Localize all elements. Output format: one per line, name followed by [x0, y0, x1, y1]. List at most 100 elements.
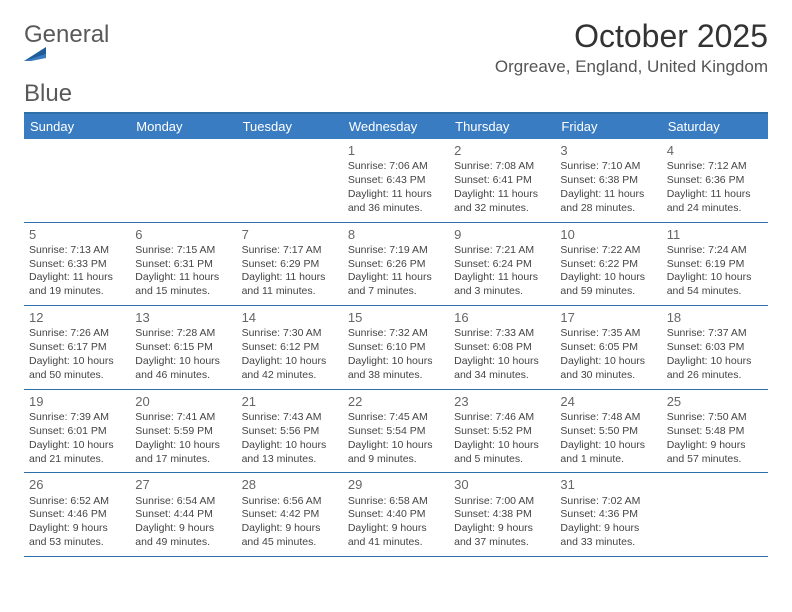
- day-header: Friday: [555, 114, 661, 139]
- daylight-line: Daylight: 11 hours and 32 minutes.: [454, 188, 550, 216]
- calendar-cell: 22Sunrise: 7:45 AMSunset: 5:54 PMDayligh…: [343, 390, 449, 473]
- calendar-cell: 9Sunrise: 7:21 AMSunset: 6:24 PMDaylight…: [449, 223, 555, 306]
- daylight-line: Daylight: 10 hours and 9 minutes.: [348, 439, 444, 467]
- daylight-line: Daylight: 10 hours and 26 minutes.: [667, 355, 763, 383]
- title-block: October 2025 Orgreave, England, United K…: [495, 18, 768, 77]
- calendar-week: 12Sunrise: 7:26 AMSunset: 6:17 PMDayligh…: [24, 306, 768, 390]
- day-number: 2: [454, 142, 550, 159]
- calendar-cell: 30Sunrise: 7:00 AMSunset: 4:38 PMDayligh…: [449, 473, 555, 556]
- day-number: 10: [560, 226, 656, 243]
- logo-text-general: General: [24, 21, 109, 48]
- sunrise-line: Sunrise: 7:32 AM: [348, 327, 444, 341]
- calendar-cell: 2Sunrise: 7:08 AMSunset: 6:41 PMDaylight…: [449, 139, 555, 222]
- sunrise-line: Sunrise: 7:22 AM: [560, 244, 656, 258]
- daylight-line: Daylight: 9 hours and 53 minutes.: [29, 522, 125, 550]
- day-header: Thursday: [449, 114, 555, 139]
- sunrise-line: Sunrise: 7:48 AM: [560, 411, 656, 425]
- day-number: 26: [29, 476, 125, 493]
- day-number: 3: [560, 142, 656, 159]
- sunrise-line: Sunrise: 7:41 AM: [135, 411, 231, 425]
- day-number: 31: [560, 476, 656, 493]
- calendar-cell: 20Sunrise: 7:41 AMSunset: 5:59 PMDayligh…: [130, 390, 236, 473]
- sunrise-line: Sunrise: 7:13 AM: [29, 244, 125, 258]
- sunset-line: Sunset: 5:54 PM: [348, 425, 444, 439]
- day-header: Monday: [130, 114, 236, 139]
- daylight-line: Daylight: 10 hours and 38 minutes.: [348, 355, 444, 383]
- daylight-line: Daylight: 10 hours and 50 minutes.: [29, 355, 125, 383]
- calendar-week: 5Sunrise: 7:13 AMSunset: 6:33 PMDaylight…: [24, 223, 768, 307]
- calendar-cell: 31Sunrise: 7:02 AMSunset: 4:36 PMDayligh…: [555, 473, 661, 556]
- daylight-line: Daylight: 9 hours and 57 minutes.: [667, 439, 763, 467]
- sunset-line: Sunset: 4:36 PM: [560, 508, 656, 522]
- day-number: 9: [454, 226, 550, 243]
- sunset-line: Sunset: 6:41 PM: [454, 174, 550, 188]
- daylight-line: Daylight: 9 hours and 41 minutes.: [348, 522, 444, 550]
- calendar-body: 1Sunrise: 7:06 AMSunset: 6:43 PMDaylight…: [24, 139, 768, 557]
- sunset-line: Sunset: 5:52 PM: [454, 425, 550, 439]
- calendar-cell: 12Sunrise: 7:26 AMSunset: 6:17 PMDayligh…: [24, 306, 130, 389]
- day-number: 7: [242, 226, 338, 243]
- day-number: 11: [667, 226, 763, 243]
- calendar-cell: 11Sunrise: 7:24 AMSunset: 6:19 PMDayligh…: [662, 223, 768, 306]
- sunrise-line: Sunrise: 6:58 AM: [348, 495, 444, 509]
- day-number: 21: [242, 393, 338, 410]
- sunset-line: Sunset: 6:43 PM: [348, 174, 444, 188]
- day-number: 16: [454, 309, 550, 326]
- day-header: Sunday: [24, 114, 130, 139]
- day-header: Wednesday: [343, 114, 449, 139]
- day-number: 18: [667, 309, 763, 326]
- sunset-line: Sunset: 4:46 PM: [29, 508, 125, 522]
- calendar-cell: 10Sunrise: 7:22 AMSunset: 6:22 PMDayligh…: [555, 223, 661, 306]
- calendar-week: 19Sunrise: 7:39 AMSunset: 6:01 PMDayligh…: [24, 390, 768, 474]
- day-number: 15: [348, 309, 444, 326]
- day-number: 17: [560, 309, 656, 326]
- calendar-cell: 4Sunrise: 7:12 AMSunset: 6:36 PMDaylight…: [662, 139, 768, 222]
- sunset-line: Sunset: 6:19 PM: [667, 258, 763, 272]
- sunrise-line: Sunrise: 7:30 AM: [242, 327, 338, 341]
- location: Orgreave, England, United Kingdom: [495, 57, 768, 77]
- sunset-line: Sunset: 6:38 PM: [560, 174, 656, 188]
- calendar-cell: 26 Sunrise: 6:52 AMSunset: 4:46 PMDayligh…: [24, 473, 130, 556]
- daylight-line: Daylight: 10 hours and 5 minutes.: [454, 439, 550, 467]
- sunset-line: Sunset: 6:33 PM: [29, 258, 125, 272]
- calendar-cell: 3Sunrise: 7:10 AMSunset: 6:38 PMDaylight…: [555, 139, 661, 222]
- logo-text: General Blue: [24, 24, 109, 106]
- day-number: 13: [135, 309, 231, 326]
- sunset-line: Sunset: 5:50 PM: [560, 425, 656, 439]
- sunset-line: Sunset: 6:03 PM: [667, 341, 763, 355]
- day-number: 8: [348, 226, 444, 243]
- calendar-cell: 29Sunrise: 6:58 AMSunset: 4:40 PMDayligh…: [343, 473, 449, 556]
- calendar-cell: 5Sunrise: 7:13 AMSunset: 6:33 PMDaylight…: [24, 223, 130, 306]
- calendar: SundayMondayTuesdayWednesdayThursdayFrid…: [24, 112, 768, 557]
- daylight-line: Daylight: 9 hours and 45 minutes.: [242, 522, 338, 550]
- daylight-line: Daylight: 10 hours and 42 minutes.: [242, 355, 338, 383]
- month-title: October 2025: [495, 18, 768, 55]
- daylight-line: Daylight: 9 hours and 33 minutes.: [560, 522, 656, 550]
- sunrise-line: Sunrise: 7:46 AM: [454, 411, 550, 425]
- sunset-line: Sunset: 5:56 PM: [242, 425, 338, 439]
- sunrise-line: Sunrise: 7:28 AM: [135, 327, 231, 341]
- logo-flag-icon: [24, 47, 109, 65]
- daylight-line: Daylight: 10 hours and 21 minutes.: [29, 439, 125, 467]
- sunset-line: Sunset: 5:48 PM: [667, 425, 763, 439]
- calendar-cell: 27Sunrise: 6:54 AMSunset: 4:44 PMDayligh…: [130, 473, 236, 556]
- daylight-line: Daylight: 11 hours and 15 minutes.: [135, 271, 231, 299]
- day-number: 22: [348, 393, 444, 410]
- sunrise-line: Sunrise: 7:10 AM: [560, 160, 656, 174]
- daylight-line: Daylight: 11 hours and 7 minutes.: [348, 271, 444, 299]
- calendar-cell: 17Sunrise: 7:35 AMSunset: 6:05 PMDayligh…: [555, 306, 661, 389]
- sunrise-line: Sunrise: 6:52 AM: [29, 495, 125, 509]
- calendar-header-row: SundayMondayTuesdayWednesdayThursdayFrid…: [24, 114, 768, 139]
- sunrise-line: Sunrise: 6:56 AM: [242, 495, 338, 509]
- daylight-line: Daylight: 9 hours and 37 minutes.: [454, 522, 550, 550]
- calendar-cell-empty: [662, 473, 768, 556]
- daylight-line: Daylight: 10 hours and 59 minutes.: [560, 271, 656, 299]
- calendar-cell: 6Sunrise: 7:15 AMSunset: 6:31 PMDaylight…: [130, 223, 236, 306]
- calendar-cell: 13Sunrise: 7:28 AMSunset: 6:15 PMDayligh…: [130, 306, 236, 389]
- sunrise-line: Sunrise: 7:19 AM: [348, 244, 444, 258]
- daylight-line: Daylight: 10 hours and 46 minutes.: [135, 355, 231, 383]
- calendar-cell: 1Sunrise: 7:06 AMSunset: 6:43 PMDaylight…: [343, 139, 449, 222]
- sunset-line: Sunset: 4:42 PM: [242, 508, 338, 522]
- calendar-cell: 14Sunrise: 7:30 AMSunset: 6:12 PMDayligh…: [237, 306, 343, 389]
- sunrise-line: Sunrise: 7:21 AM: [454, 244, 550, 258]
